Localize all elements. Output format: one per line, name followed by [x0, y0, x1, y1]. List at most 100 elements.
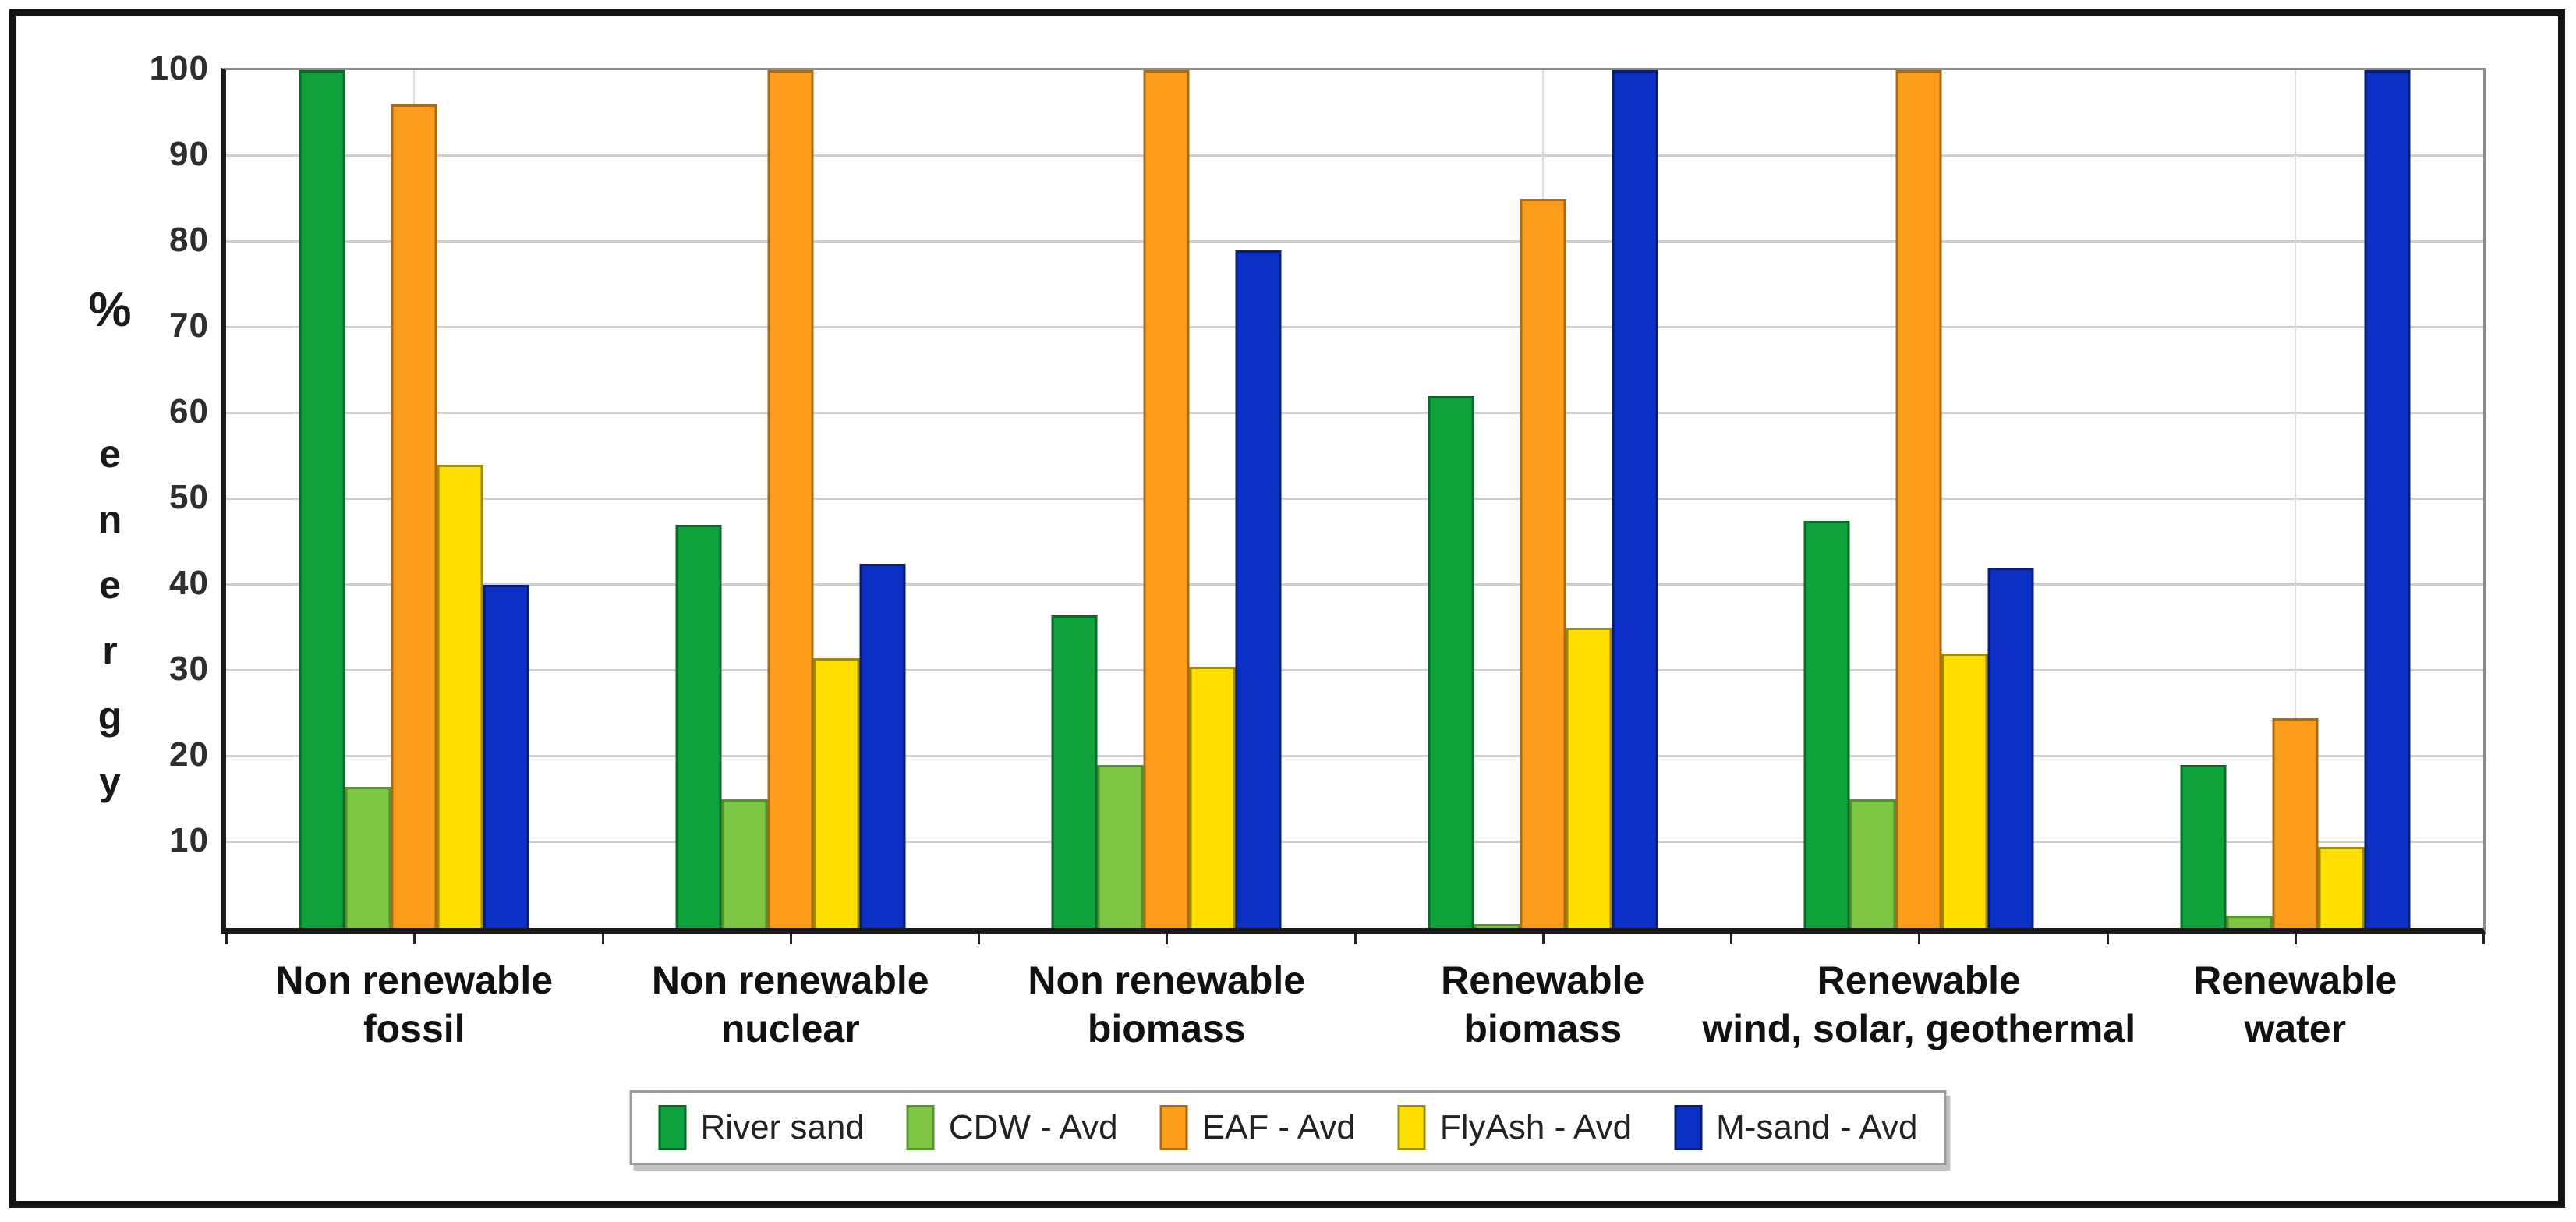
x-label-line: biomass: [1087, 1007, 1246, 1050]
legend-item-eaf-avd: EAF - Avd: [1159, 1105, 1356, 1150]
legend-label-m-sand-avd: M-sand - Avd: [1716, 1108, 1918, 1146]
bar-group-non-renewable-fossil: [226, 70, 603, 928]
y-tick-label-40: 40: [169, 564, 209, 602]
x-tick-center-2: [1166, 934, 1169, 944]
x-label-renewable-biomass: Renewable biomass: [1441, 956, 1644, 1053]
y-tick-label-50: 50: [169, 478, 209, 516]
y-tick-label-90: 90: [169, 135, 209, 173]
bar-cdw-avd-non-renewable-nuclear: [721, 799, 768, 928]
legend-label-eaf-avd: EAF - Avd: [1201, 1108, 1356, 1146]
x-label-line: Renewable: [1441, 958, 1645, 1002]
bar-cluster: [1051, 70, 1282, 928]
x-label-non-renewable-fossil: Non renewable fossil: [275, 956, 553, 1053]
bar-cdw-avd-non-renewable-fossil: [345, 786, 391, 928]
bar-m-sand-avd-renewable-wind-solar-geothermal: [1987, 568, 2034, 928]
bar-eaf-avd-renewable-water: [2272, 717, 2319, 928]
bar-cdw-avd-non-renewable-biomass: [1097, 765, 1144, 928]
x-label-line: Renewable: [1817, 958, 2021, 1002]
x-tick-center-1: [789, 934, 792, 944]
y-axis-title-letter: e: [99, 563, 121, 607]
category-gridline-renewable-water: [2294, 70, 2296, 928]
y-gridline-50: [226, 498, 2483, 500]
y-gridline-40: [226, 583, 2483, 586]
bar-river-sand-non-renewable-fossil: [299, 70, 345, 928]
bar-flyash-avd-non-renewable-nuclear: [813, 657, 860, 928]
y-axis-title-letter: y: [99, 760, 121, 803]
x-label-non-renewable-nuclear: Non renewable nuclear: [652, 956, 929, 1053]
x-tick-boundary-2: [978, 934, 980, 944]
y-tick-label-70: 70: [169, 306, 209, 345]
y-tick-label-30: 30: [169, 650, 209, 688]
bar-eaf-avd-non-renewable-nuclear: [767, 70, 814, 928]
bar-flyash-avd-renewable-wind-solar-geothermal: [1941, 654, 1988, 928]
y-gridline-20: [226, 755, 2483, 757]
x-label-non-renewable-biomass: Non renewable biomass: [1028, 956, 1305, 1053]
legend-label-river-sand: River sand: [700, 1108, 865, 1146]
bar-eaf-avd-renewable-wind-solar-geothermal: [1895, 70, 1942, 928]
legend-item-flyash-avd: FlyAsh - Avd: [1397, 1105, 1632, 1150]
bar-cluster: [2180, 70, 2411, 928]
bar-m-sand-avd-renewable-biomass: [1612, 70, 1658, 928]
bar-flyash-avd-renewable-water: [2318, 846, 2365, 928]
bar-group-renewable-biomass: [1355, 70, 1732, 928]
x-tick-boundary-5: [2106, 934, 2109, 944]
legend-item-cdw-avd: CDW - Avd: [906, 1105, 1118, 1150]
y-axis-title-letter: g: [97, 694, 122, 738]
x-tick-center-0: [413, 934, 416, 944]
y-tick-label-10: 10: [169, 821, 209, 859]
legend-label-cdw-avd: CDW - Avd: [948, 1108, 1118, 1146]
x-label-line: fossil: [363, 1007, 465, 1050]
bar-cdw-avd-renewable-biomass: [1474, 923, 1520, 928]
x-label-renewable-wind-solar-geothermal: Renewable wind, solar, geothermal: [1702, 956, 2135, 1053]
legend-item-river-sand: River sand: [658, 1105, 865, 1150]
legend-swatch-eaf-avd: [1159, 1105, 1188, 1150]
y-axis-title-letter: r: [102, 629, 118, 672]
y-gridline-70: [226, 326, 2483, 328]
y-tick-label-80: 80: [169, 221, 209, 259]
bar-cluster: [1803, 70, 2034, 928]
y-axis-title-letter: e: [99, 432, 121, 476]
bar-group-renewable-wind-solar-geothermal: [1731, 70, 2107, 928]
plot-area: [221, 68, 2486, 934]
bar-flyash-avd-non-renewable-fossil: [437, 465, 483, 928]
x-label-line: Non renewable: [651, 958, 929, 1002]
legend-swatch-river-sand: [658, 1105, 687, 1150]
y-tick-label-60: 60: [169, 392, 209, 430]
bar-m-sand-avd-renewable-water: [2364, 70, 2411, 928]
x-tick-center-5: [2294, 934, 2297, 944]
x-tick-boundary-6: [2482, 934, 2485, 944]
bar-river-sand-renewable-water: [2180, 765, 2227, 928]
bar-m-sand-avd-non-renewable-nuclear: [859, 563, 906, 928]
bar-flyash-avd-non-renewable-biomass: [1189, 666, 1236, 928]
y-gridline-10: [226, 841, 2483, 843]
y-tick-label-20: 20: [169, 735, 209, 774]
x-tick-center-3: [1541, 934, 1545, 944]
bar-eaf-avd-renewable-biomass: [1520, 199, 1566, 928]
x-tick-boundary-3: [1353, 934, 1357, 944]
x-tick-center-4: [1918, 934, 1921, 944]
legend-swatch-flyash-avd: [1397, 1105, 1426, 1150]
bar-eaf-avd-non-renewable-fossil: [391, 104, 437, 928]
bar-cluster: [1428, 70, 1658, 928]
bar-cluster: [675, 70, 906, 928]
x-label-line: Renewable: [2193, 958, 2397, 1002]
bar-cdw-avd-renewable-water: [2226, 915, 2273, 928]
bar-cdw-avd-renewable-wind-solar-geothermal: [1849, 799, 1896, 928]
y-tick-label-100: 100: [149, 49, 209, 87]
x-label-line: water: [2244, 1007, 2347, 1050]
bar-m-sand-avd-non-renewable-fossil: [483, 585, 529, 928]
legend: River sand CDW - Avd EAF - Avd FlyAsh - Avd…: [629, 1090, 1947, 1165]
y-axis-title-percent: %: [88, 283, 132, 337]
bar-river-sand-renewable-wind-solar-geothermal: [1803, 520, 1850, 928]
bar-group-non-renewable-biomass: [978, 70, 1355, 928]
bar-river-sand-non-renewable-biomass: [1051, 615, 1098, 928]
bar-flyash-avd-renewable-biomass: [1566, 628, 1612, 928]
x-label-line: nuclear: [720, 1007, 860, 1050]
legend-swatch-m-sand-avd: [1674, 1105, 1703, 1150]
x-label-line: Non renewable: [275, 958, 554, 1002]
x-label-renewable-water: Renewable water: [2193, 956, 2397, 1053]
legend-item-m-sand-avd: M-sand - Avd: [1674, 1105, 1917, 1150]
x-tick-boundary-0: [225, 934, 228, 944]
